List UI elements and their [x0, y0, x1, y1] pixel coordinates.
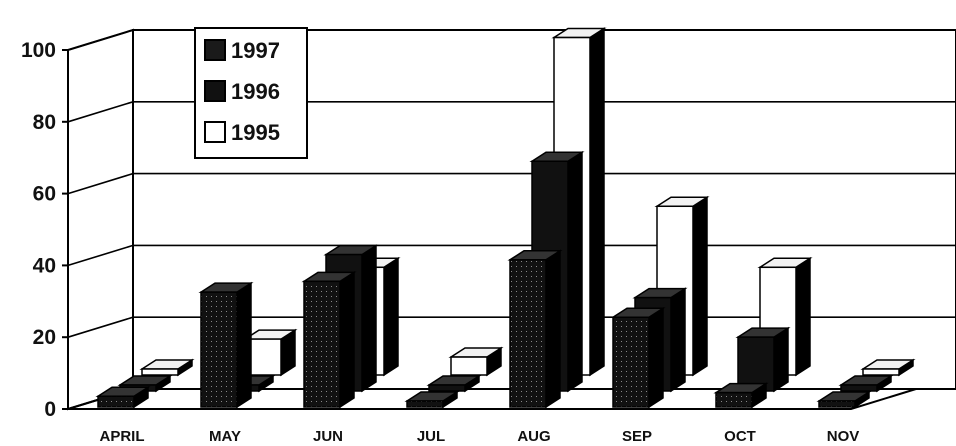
bar-side	[795, 256, 811, 377]
bar-side	[567, 150, 583, 393]
legend-label: 1996	[231, 79, 280, 104]
y-tick-label: 20	[33, 326, 56, 349]
bar-side	[236, 281, 252, 409]
x-tick-label: APRIL	[100, 428, 145, 445]
bar-front	[428, 384, 466, 392]
bar-1995-nov	[860, 358, 916, 377]
x-tick-label: AUG	[517, 428, 550, 445]
bar-1997-aug	[507, 249, 563, 409]
x-tick-label: SEP	[622, 428, 652, 445]
legend-swatch	[204, 39, 226, 61]
bar-side	[339, 270, 355, 409]
bar-1996-jul	[426, 374, 482, 393]
legend-label: 1995	[231, 120, 280, 145]
y-tick-label: 40	[33, 254, 56, 277]
bar-front	[97, 395, 135, 408]
bar-1996-nov	[838, 374, 894, 393]
bar-front	[818, 400, 856, 408]
legend-swatch	[204, 80, 226, 102]
bar-1997-nov	[816, 390, 872, 409]
bar-1997-jun	[301, 270, 357, 409]
y-tick-label: 0	[44, 398, 56, 421]
bar-1995-may	[242, 328, 298, 377]
bar-front	[141, 368, 179, 376]
bar-side	[670, 287, 686, 393]
bar-front	[200, 291, 238, 408]
bar-front	[840, 384, 878, 392]
bar-side	[648, 306, 664, 409]
bar-side	[361, 244, 377, 393]
bar-side	[773, 326, 789, 393]
bar-1997-oct	[713, 382, 769, 409]
y-axis-ticks: 0 20 40 60 80 100	[21, 39, 68, 421]
bar-1997-may	[198, 281, 254, 409]
bar-front	[715, 391, 753, 408]
bar-side	[545, 249, 561, 409]
y-tick-label: 100	[21, 39, 56, 62]
y-tick-label: 60	[33, 183, 56, 206]
x-tick-label: JUN	[313, 428, 343, 445]
x-tick-label: MAY	[209, 428, 241, 445]
bar-front	[862, 368, 900, 376]
bar-1995-april	[139, 358, 195, 377]
chart-bars	[95, 27, 916, 409]
legend-label: 1997	[231, 38, 280, 63]
bar-front	[509, 259, 547, 408]
bar-side	[692, 195, 708, 377]
y-tick-label: 80	[33, 111, 56, 134]
bar-1997-jul	[404, 390, 460, 409]
x-tick-label: JUL	[417, 428, 445, 445]
bar-front	[450, 356, 488, 376]
legend: 1997 1996 1995	[194, 27, 308, 159]
bar-front	[303, 280, 341, 408]
bar-front	[406, 400, 444, 408]
gridline	[67, 29, 956, 51]
bar-1997-april	[95, 385, 151, 409]
x-tick-label: OCT	[724, 428, 756, 445]
floor	[67, 388, 917, 410]
gridline	[67, 101, 956, 123]
left-wall	[67, 28, 134, 411]
gridline	[67, 172, 956, 195]
bar-side	[589, 27, 605, 377]
legend-swatch	[204, 121, 226, 143]
x-tick-label: NOV	[827, 428, 860, 445]
bar-1995-jul	[448, 346, 504, 377]
bar-1996-oct	[735, 326, 791, 393]
bar-front	[612, 316, 650, 408]
x-axis-labels: APRIL MAY JUN JUL AUG SEP OCT NOV	[100, 428, 860, 445]
bar-side	[383, 256, 399, 377]
bar-1997-sep	[610, 306, 666, 409]
